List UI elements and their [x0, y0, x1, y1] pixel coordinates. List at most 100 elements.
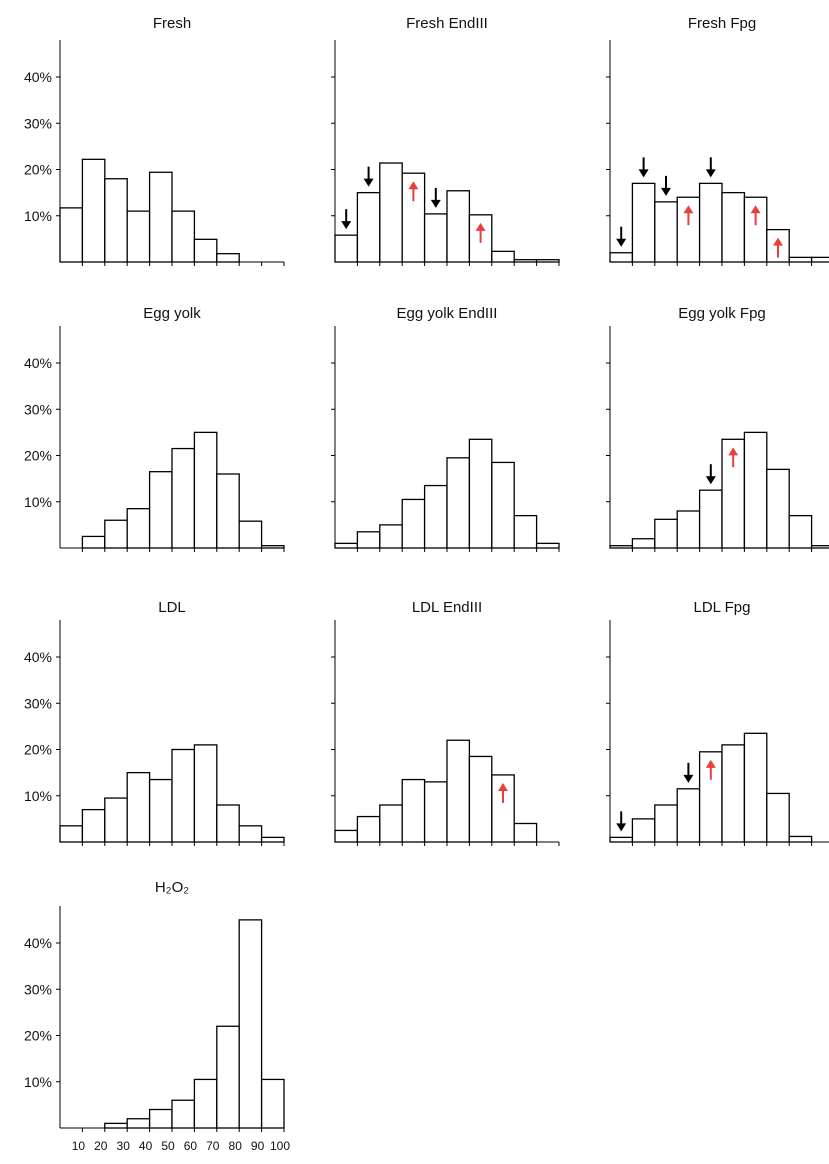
up-arrow-icon [750, 205, 761, 226]
histogram-bar [193, 238, 218, 263]
histogram-bar [423, 781, 448, 843]
y-tick-label: 30% [24, 401, 52, 417]
histogram-bar [148, 171, 173, 263]
histogram-bar [788, 835, 813, 843]
histogram-bar [468, 438, 493, 549]
x-tick-label: 40 [139, 1139, 153, 1153]
histogram-bar [423, 213, 448, 263]
histogram-bar [810, 256, 829, 263]
y-tick-label: 10% [24, 494, 52, 510]
histogram-bar [126, 1118, 151, 1129]
panel-title: H₂O₂ [155, 879, 189, 896]
histogram-bar [193, 431, 218, 549]
x-tick-label: 20 [94, 1139, 108, 1153]
y-tick-label: 40% [24, 935, 52, 951]
histogram-bar [104, 519, 128, 549]
histogram-bar [654, 518, 678, 549]
histogram-panel-9: LDL Fpg [606, 599, 829, 846]
panel-title: LDL EndIII [412, 599, 482, 616]
histogram-bar [148, 471, 173, 549]
histogram-bar [698, 182, 723, 263]
histogram-bar [334, 234, 359, 263]
histogram-bar [356, 191, 381, 263]
histogram-panel-10: H₂O₂ 10% 20% 30% 40% 10 20 30 40 50 60 70 80 90 100 [24, 879, 290, 1153]
histogram-bar [721, 744, 746, 843]
histogram-bar [193, 1078, 218, 1129]
histogram-bar [193, 744, 218, 843]
y-tick-label: 20% [24, 448, 52, 464]
histogram-bar [535, 259, 560, 263]
histogram-bar [721, 191, 746, 263]
histogram-panel-3: Fresh Fpg [606, 15, 829, 266]
histogram-bar [631, 818, 656, 843]
histogram-bar [334, 829, 359, 843]
histogram-panel-5: Egg yolk EndIII [331, 305, 560, 552]
histogram-bar [788, 514, 813, 549]
up-arrow-icon [728, 447, 739, 468]
y-tick-label: 40% [24, 649, 52, 665]
up-arrow-icon [773, 237, 783, 258]
histogram-panel-1: Fresh 10% 20% 30% 40% [24, 15, 285, 266]
histogram-bar [260, 836, 285, 843]
up-arrow-icon [683, 205, 694, 226]
down-arrow-icon [705, 157, 716, 178]
histogram-bar [609, 252, 634, 263]
histogram-bar [238, 919, 263, 1129]
histogram-bar [654, 201, 678, 263]
histogram-bar [356, 815, 381, 843]
y-tick-label: 20% [24, 1028, 52, 1044]
x-tick-label: 100 [270, 1139, 290, 1153]
x-tick-label: 50 [161, 1139, 175, 1153]
histogram-bar [535, 542, 560, 549]
histogram-bar [356, 531, 381, 549]
histogram-bar [513, 822, 538, 843]
histogram-bar [631, 538, 656, 549]
panel-title: Fresh EndIII [406, 15, 488, 32]
histogram-bar [446, 739, 471, 843]
panel-title: Fresh [153, 15, 191, 32]
histogram-panel-8: LDL EndIII [331, 599, 560, 846]
histogram-bar [698, 489, 723, 549]
panel-title: LDL [158, 599, 186, 616]
x-tick-label: 90 [251, 1139, 265, 1153]
y-tick-label: 10% [24, 1074, 52, 1090]
histogram-bar [238, 825, 263, 843]
histogram-bar [104, 797, 128, 843]
histogram-bar [126, 771, 151, 843]
down-arrow-icon [683, 762, 694, 783]
histogram-bar [216, 804, 240, 843]
histogram-bar [491, 250, 515, 263]
up-arrow-icon [475, 222, 486, 243]
histogram-bar [513, 514, 538, 549]
histogram-bar [609, 836, 634, 843]
histogram-bar [743, 431, 768, 549]
y-tick-label: 30% [24, 695, 52, 711]
histogram-bar [334, 542, 359, 549]
histogram-bar [766, 792, 790, 843]
x-tick-label: 70 [206, 1139, 220, 1153]
histogram-bar [379, 804, 403, 843]
histogram-bar [423, 484, 448, 549]
histogram-bar [676, 510, 701, 549]
histogram-bar [446, 190, 471, 263]
x-tick-label: 60 [184, 1139, 198, 1153]
down-arrow-icon [341, 209, 352, 230]
histogram-bar [216, 1025, 240, 1129]
down-arrow-icon [363, 166, 374, 187]
panel-title: Egg yolk Fpg [678, 305, 766, 322]
down-arrow-icon [638, 157, 649, 178]
histogram-bar [238, 520, 263, 549]
histogram-bar [468, 755, 493, 843]
down-arrow-icon [661, 175, 671, 196]
y-tick-label: 40% [24, 355, 52, 371]
histogram-bar [788, 256, 813, 263]
histogram-bar [81, 535, 106, 549]
histogram-bar [216, 473, 240, 549]
y-tick-label: 10% [24, 788, 52, 804]
x-tick-label: 10 [72, 1139, 86, 1153]
histogram-bar [171, 447, 196, 549]
up-arrow-icon [498, 782, 508, 803]
histogram-bar [609, 545, 634, 549]
histogram-bar [491, 774, 515, 843]
histogram-bar [148, 1108, 173, 1129]
